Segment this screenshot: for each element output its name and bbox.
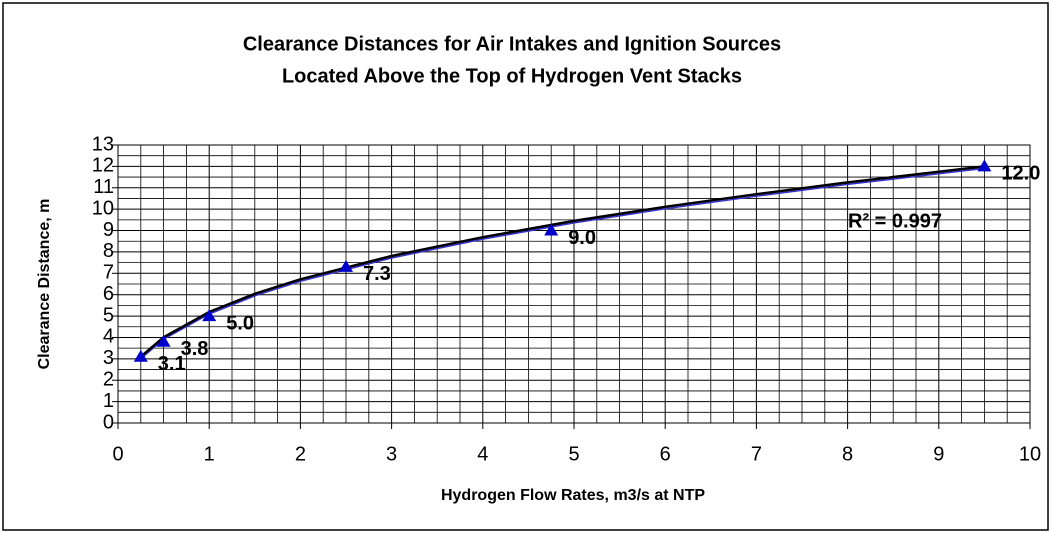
chart-title: Clearance Distances for Air Intakes and … (243, 33, 781, 55)
y-tick-label: 4 (103, 326, 114, 348)
annotation: R² = 0.997 (848, 210, 942, 232)
data-label: 3.8 (181, 338, 209, 360)
data-label: 12.0 (1001, 163, 1040, 185)
x-tick-label: 9 (933, 443, 944, 465)
x-axis-label: Hydrogen Flow Rates, m3/s at NTP (441, 487, 705, 504)
data-label: 3.1 (158, 353, 186, 375)
x-tick-label: 4 (477, 443, 488, 465)
x-tick-label: 6 (660, 443, 671, 465)
data-label: 7.3 (363, 263, 391, 285)
y-tick-label: 3 (103, 347, 114, 369)
x-tick-label: 7 (751, 443, 762, 465)
data-label: 5.0 (226, 312, 254, 334)
marker (133, 349, 148, 362)
y-tick-label: 0 (103, 411, 114, 433)
y-tick-label: 1 (103, 390, 114, 412)
y-tick-label: 6 (103, 283, 114, 305)
x-tick-label: 8 (842, 443, 853, 465)
x-tick-label: 1 (204, 443, 215, 465)
y-axis-label: Clearance Distance, m (36, 199, 53, 370)
chart-title: Located Above the Top of Hydrogen Vent S… (282, 65, 742, 87)
y-tick-label: 12 (92, 155, 114, 177)
marker (202, 309, 217, 322)
x-tick-label: 3 (386, 443, 397, 465)
y-tick-label: 5 (103, 304, 114, 326)
y-tick-label: 2 (103, 369, 114, 391)
marker (977, 159, 992, 172)
marker (544, 223, 559, 236)
plot-frame (117, 144, 1031, 424)
marker (339, 259, 353, 272)
x-tick-label: 5 (568, 443, 579, 465)
y-tick-label: 8 (103, 240, 114, 262)
x-tick-label: 10 (1019, 443, 1041, 465)
marker (156, 334, 171, 347)
y-tick-label: 13 (92, 133, 114, 155)
y-tick-label: 10 (92, 197, 114, 219)
x-tick-label: 0 (112, 443, 123, 465)
y-tick-label: 7 (103, 262, 114, 284)
y-tick-label: 9 (103, 219, 114, 241)
y-tick-label: 11 (93, 176, 114, 198)
x-tick-label: 2 (295, 443, 306, 465)
data-label: 9.0 (568, 227, 596, 249)
